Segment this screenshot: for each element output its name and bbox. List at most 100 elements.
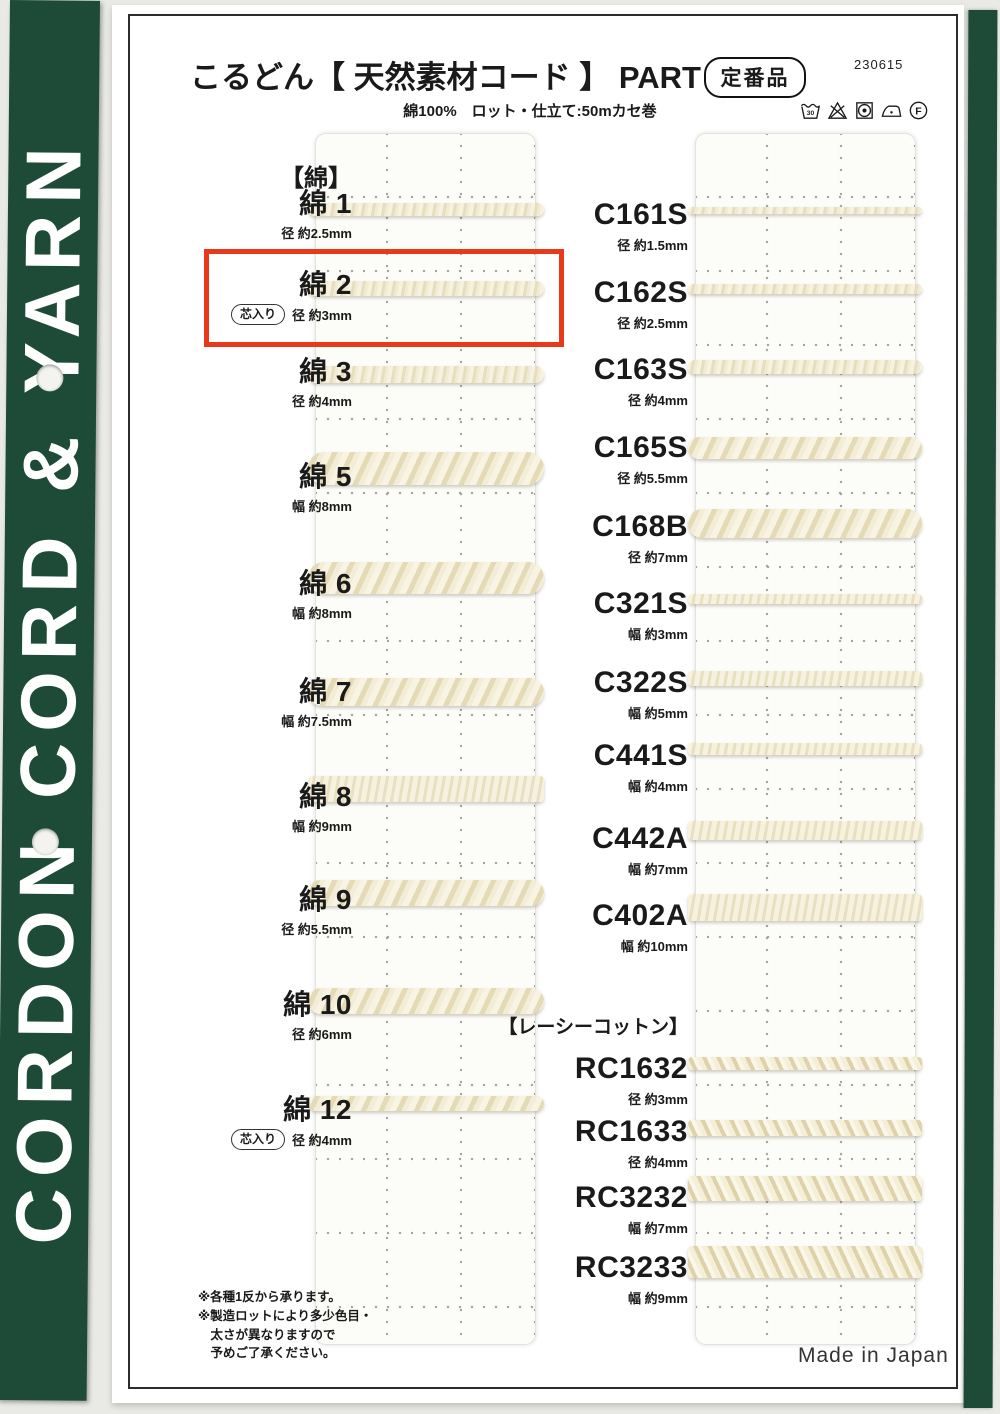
item-label: C322S 幅 約5mm xyxy=(594,667,688,722)
item-size-row: 幅 約9mm xyxy=(575,1288,688,1307)
item-size: 径 約5.5mm xyxy=(281,921,352,937)
item-size-row: 幅 約4mm xyxy=(594,776,688,795)
item-code: C165S xyxy=(593,431,688,464)
footnotes: ※各種1反から承ります。 ※製造ロットにより多少色目・ 太さが異なりますので 予め… xyxy=(198,1288,372,1363)
do-not-bleach-icon xyxy=(826,99,849,122)
item-size: 径 約5.5mm xyxy=(617,470,688,486)
item-code: 綿 12 xyxy=(283,1094,352,1125)
item-size: 径 約1.5mm xyxy=(617,237,688,253)
cord-sample xyxy=(308,1096,544,1111)
item-size: 幅 約8mm xyxy=(292,498,352,514)
footnote-line: 予めご了承ください。 xyxy=(198,1346,336,1361)
item-size: 径 約4mm xyxy=(628,392,688,408)
item-code: RC3232 xyxy=(574,1181,688,1214)
cord-sample xyxy=(688,894,922,921)
svg-text:30: 30 xyxy=(807,110,815,117)
book-spine-right xyxy=(963,9,998,1409)
item-label: RC1633 径 約4mm xyxy=(575,1116,688,1171)
item-code: RC3233 xyxy=(574,1251,688,1284)
footnote-line: ※製造ロットにより多少色目・ xyxy=(198,1308,373,1323)
item-size: 径 約6mm xyxy=(292,1026,352,1042)
item-size-row: 幅 約7.5mm xyxy=(281,711,352,730)
item-label: 綿 1 径 約2.5mm xyxy=(281,188,352,242)
item-size: 径 約2.5mm xyxy=(617,315,688,331)
cord-sample xyxy=(688,1246,922,1278)
cord-sample xyxy=(688,1176,922,1201)
item-size: 幅 約4mm xyxy=(628,778,688,794)
item-code: 綿 9 xyxy=(299,884,352,915)
svg-text:F: F xyxy=(915,105,922,117)
item-label: 綿 10 径 約6mm xyxy=(283,989,352,1043)
item-code: 綿 3 xyxy=(299,356,352,387)
item-code: C321S xyxy=(593,587,688,620)
item-size-row: 径 約4mm xyxy=(292,391,352,410)
footnote-line: ※各種1反から承ります。 xyxy=(198,1290,341,1304)
cord-sample xyxy=(308,281,544,296)
page-title: こるどん【 天然素材コード 】 PART 1 xyxy=(190,60,727,95)
item-size: 径 約3mm xyxy=(292,307,352,323)
item-label: 綿 7 幅 約7.5mm xyxy=(281,676,352,730)
item-code: 綿 2 xyxy=(299,269,352,300)
cord-sample xyxy=(688,207,922,214)
item-size-row: 径 約5.5mm xyxy=(594,468,688,487)
item-size: 幅 約3mm xyxy=(628,626,688,642)
item-size-row: 幅 約3mm xyxy=(594,624,688,643)
item-label: 綿 6 幅 約8mm xyxy=(292,568,352,622)
item-size-row: 径 約4mm xyxy=(594,390,688,409)
item-code: 綿 6 xyxy=(299,568,352,599)
care-symbols: 30 F xyxy=(799,99,930,122)
item-code: RC1632 xyxy=(574,1052,688,1085)
item-code: 綿 1 xyxy=(299,188,352,219)
item-label: C161S 径 約1.5mm xyxy=(593,198,688,254)
item-label: C442A 幅 約7mm xyxy=(592,823,688,878)
item-code: 綿 7 xyxy=(299,676,352,707)
item-label: C162S 径 約2.5mm xyxy=(593,276,688,332)
cord-sample xyxy=(688,437,922,459)
item-label: C165S 径 約5.5mm xyxy=(593,431,688,487)
item-label: RC1632 径 約3mm xyxy=(574,1052,688,1108)
item-size: 幅 約9mm xyxy=(628,1290,688,1306)
item-code: C163S xyxy=(593,353,688,386)
item-code: C402A xyxy=(592,899,688,932)
cord-sample xyxy=(688,821,922,840)
book-spine-left: CORDON CORD & YARN xyxy=(0,0,100,1401)
item-size: 幅 約7mm xyxy=(628,1220,688,1236)
item-code: C162S xyxy=(593,276,688,309)
item-label: 綿 8 幅 約9mm xyxy=(292,781,352,835)
item-size: 幅 約5mm xyxy=(628,705,688,721)
item-code: 綿 10 xyxy=(283,989,352,1020)
item-size-row: 径 約2.5mm xyxy=(281,223,352,242)
item-code: C161S xyxy=(593,198,688,231)
item-size-row: 幅 約8mm xyxy=(292,496,352,515)
cord-sample xyxy=(308,203,544,216)
item-size: 径 約4mm xyxy=(628,1154,688,1170)
spine-title: CORDON CORD & YARN xyxy=(0,135,98,1245)
item-label: C441S 幅 約4mm xyxy=(594,740,688,795)
item-label: C168B 径 約7mm xyxy=(592,511,688,566)
highlight-rectangle xyxy=(204,249,564,347)
item-size-row: 芯入り径 約3mm xyxy=(231,303,352,325)
item-label: 綿 5 幅 約8mm xyxy=(292,462,352,515)
cord-sample xyxy=(308,452,544,485)
iron-icon xyxy=(880,99,903,122)
item-size: 幅 約9mm xyxy=(292,818,352,834)
cord-sample xyxy=(308,988,544,1014)
standard-item-badge: 定番品 xyxy=(704,57,806,98)
cord-sample xyxy=(308,776,544,802)
item-size-row: 径 約3mm xyxy=(575,1089,688,1108)
item-code: 綿 8 xyxy=(299,781,352,812)
material-subtitle: 綿100% ロット・仕立て:50mカセ巻 xyxy=(403,103,657,120)
item-size-row: 径 約1.5mm xyxy=(594,235,688,254)
item-label: RC3233 幅 約9mm xyxy=(574,1251,688,1307)
item-size-row: 幅 約7mm xyxy=(592,859,688,878)
item-size: 径 約3mm xyxy=(628,1091,688,1107)
item-size-row: 幅 約10mm xyxy=(592,936,688,955)
item-size-row: 径 約6mm xyxy=(283,1024,352,1043)
item-size: 幅 約8mm xyxy=(292,605,352,621)
cord-sample xyxy=(308,562,544,594)
made-in-japan-label: Made in Japan xyxy=(798,1344,949,1367)
punch-hole xyxy=(31,828,60,856)
cord-sample xyxy=(688,360,922,374)
item-label: C163S 径 約4mm xyxy=(593,353,688,409)
cord-sample xyxy=(688,509,922,538)
